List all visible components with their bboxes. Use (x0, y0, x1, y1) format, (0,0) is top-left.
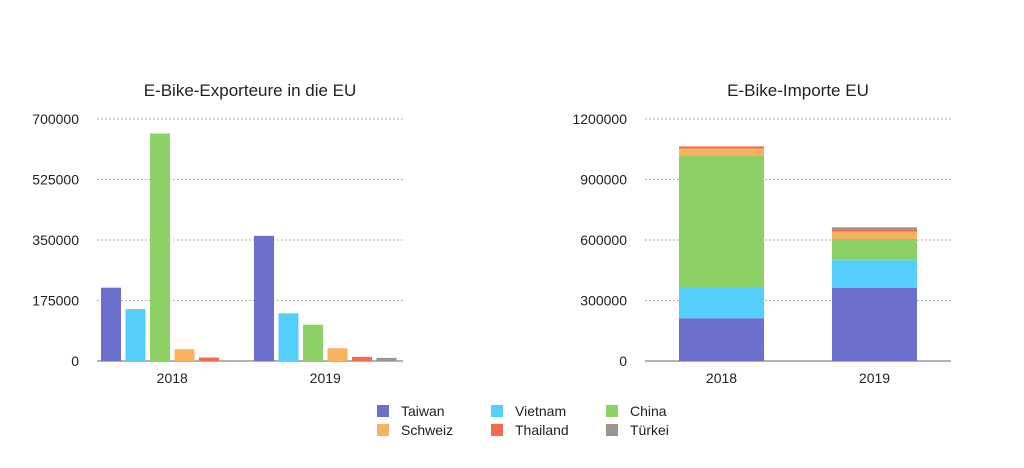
exporters-bar-vietnam-2019 (278, 313, 299, 361)
imports-y-tick-label: 900000 (580, 172, 627, 188)
legend-label-china: China (630, 403, 667, 419)
exporters-y-tick-label: 350000 (32, 232, 79, 248)
exporters-y-tick-label: 700000 (32, 111, 79, 127)
exporters-bar-schweiz-2018 (174, 349, 195, 361)
exporters-chart-title: E-Bike-Exporteure in die EU (144, 81, 357, 100)
imports-bar-china-2019 (832, 238, 917, 261)
exporters-bar-china-2019 (303, 324, 323, 361)
exporters-bar-vietnam-2018 (125, 309, 146, 361)
imports-bar-turkei-2019 (832, 227, 917, 230)
exporters-y-axis: 0 175000 350000 525000 700000 (32, 111, 79, 369)
imports-y-tick-label: 1200000 (572, 111, 627, 127)
legend-label-schweiz: Schweiz (401, 422, 453, 438)
exporters-x-tick-label: 2018 (157, 370, 188, 386)
exporters-y-tick-label: 525000 (32, 172, 79, 188)
imports-x-axis: 2018 2019 (706, 370, 890, 386)
exporters-x-tick-label: 2019 (310, 370, 341, 386)
imports-y-tick-label: 600000 (580, 232, 627, 248)
exporters-bar-taiwan-2019 (254, 235, 274, 361)
legend-label-vietnam: Vietnam (515, 403, 566, 419)
legend: Taiwan Vietnam China Schweiz Thailand Türkei (377, 403, 669, 438)
imports-y-tick-label: 300000 (580, 293, 627, 309)
imports-bar-vietnam-2018 (679, 287, 764, 319)
imports-bar-thailand-2018 (679, 146, 764, 149)
legend-swatch-turkei (606, 424, 618, 436)
exporters-bars (101, 133, 397, 361)
legend-swatch-china (606, 405, 618, 417)
imports-chart: E-Bike-Importe EU 0 300000 600000 900000 120… (572, 81, 951, 386)
exporters-bar-thailand-2019 (352, 356, 372, 361)
imports-bar-thailand-2019 (832, 229, 917, 232)
imports-x-tick-label: 2018 (706, 370, 737, 386)
legend-label-turkei: Türkei (630, 422, 669, 438)
imports-bar-taiwan-2019 (832, 287, 917, 361)
imports-bars (679, 146, 917, 361)
imports-bar-vietnam-2019 (832, 260, 917, 288)
exporters-bar-china-2018 (150, 133, 170, 361)
imports-bar-taiwan-2018 (679, 318, 764, 361)
imports-y-axis: 0 300000 600000 900000 1200000 (572, 111, 627, 369)
exporters-x-axis: 2018 2019 (157, 370, 341, 386)
exporters-y-tick-label: 175000 (32, 293, 79, 309)
legend-swatch-taiwan (377, 405, 389, 417)
exporters-bar-taiwan-2018 (101, 287, 121, 361)
exporters-bar-thailand-2018 (199, 357, 219, 361)
legend-label-taiwan: Taiwan (401, 403, 445, 419)
legend-label-thailand: Thailand (515, 422, 569, 438)
imports-chart-title: E-Bike-Importe EU (727, 81, 869, 100)
legend-swatch-vietnam (491, 405, 503, 417)
legend-swatch-thailand (491, 424, 503, 436)
exporters-bar-turkei-2019 (376, 357, 397, 361)
legend-swatch-schweiz (377, 424, 389, 436)
imports-bar-schweiz-2018 (679, 148, 764, 156)
imports-bar-china-2018 (679, 155, 764, 288)
imports-bar-schweiz-2019 (832, 231, 917, 239)
imports-y-tick-label: 0 (619, 353, 627, 369)
exporters-y-tick-label: 0 (71, 353, 79, 369)
imports-x-tick-label: 2019 (859, 370, 890, 386)
exporters-chart: E-Bike-Exporteure in die EU 0 175000 35000… (32, 81, 403, 386)
exporters-bar-schweiz-2019 (327, 348, 348, 361)
